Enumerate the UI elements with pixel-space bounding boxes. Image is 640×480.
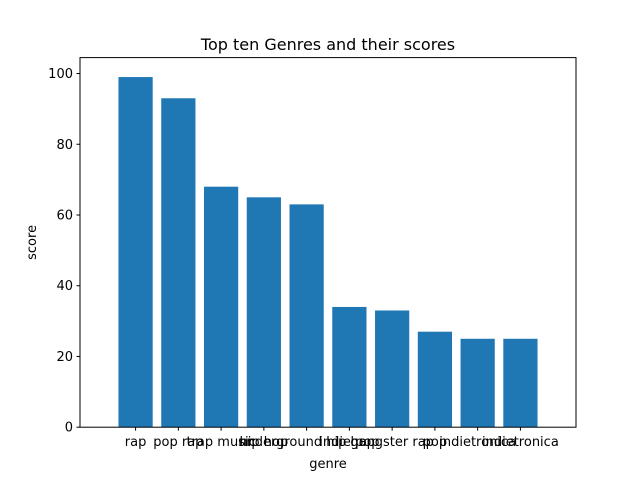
- x-tick-label-4: underground hip hop: [238, 435, 375, 450]
- y-axis-label: score: [25, 225, 40, 260]
- x-tick-label-1: pop rap: [153, 435, 203, 450]
- x-tick-label-2: trap music: [186, 435, 255, 450]
- y-axis: 0 20 40 60 80 100: [48, 67, 80, 436]
- bar-7: [417, 331, 452, 428]
- bar-1: [161, 98, 196, 428]
- bar-0: [118, 77, 153, 428]
- bar-6: [375, 310, 410, 428]
- plot-frame: [79, 57, 577, 428]
- x-tick-label-0: rap: [125, 435, 147, 450]
- y-tick-label-3: 60: [56, 208, 73, 223]
- y-tick-label-2: 40: [56, 279, 73, 294]
- y-tick-label-0: 0: [65, 421, 73, 436]
- chart-title: Top ten Genres and their scores: [200, 35, 455, 54]
- y-tick-label-1: 20: [56, 350, 73, 365]
- x-tick-label-5: indie pop: [319, 435, 379, 450]
- x-tick-label-9: indietronica: [482, 435, 559, 450]
- x-tick-label-8: indietronica: [439, 435, 516, 450]
- y-tick-label-5: 100: [48, 67, 73, 82]
- y-tick-label-4: 80: [56, 138, 73, 153]
- bar-2: [204, 186, 239, 428]
- x-tick-label-3: hip hop: [240, 435, 289, 450]
- x-axis-label: genre: [309, 457, 347, 472]
- bar-4: [289, 204, 324, 428]
- bar-5: [332, 306, 367, 428]
- bars-group: [118, 77, 538, 428]
- bar-3: [246, 197, 281, 428]
- bar-8: [460, 338, 495, 428]
- bar-9: [503, 338, 538, 428]
- x-tick-label-7: pop: [423, 435, 447, 450]
- x-tick-label-6: gangster rap: [350, 435, 434, 450]
